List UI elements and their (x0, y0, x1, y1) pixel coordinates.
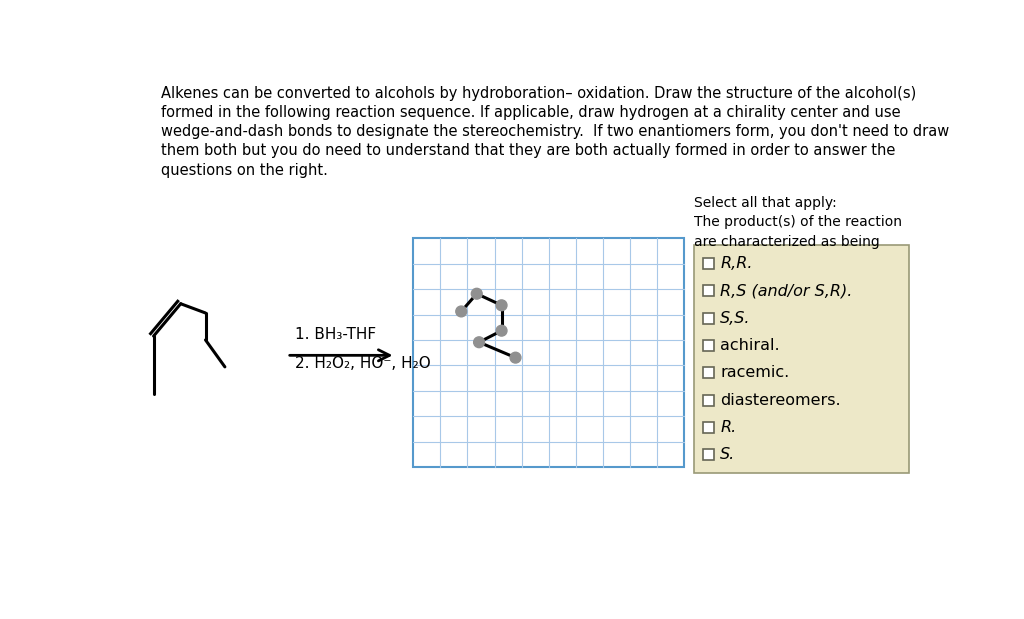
Text: 1. BH₃-THF: 1. BH₃-THF (295, 327, 376, 342)
Circle shape (456, 306, 467, 317)
Circle shape (496, 326, 507, 336)
Text: Select all that apply:
The product(s) of the reaction
are characterized as being: Select all that apply: The product(s) of… (693, 196, 902, 249)
Text: R,R.: R,R. (720, 256, 753, 271)
Text: R.: R. (720, 420, 736, 435)
Text: R,S (and/or S,R).: R,S (and/or S,R). (720, 284, 852, 298)
Circle shape (510, 352, 521, 363)
Bar (703, 368, 714, 378)
Circle shape (474, 337, 484, 348)
Circle shape (496, 300, 507, 311)
Bar (703, 313, 714, 324)
Circle shape (471, 288, 482, 299)
Text: racemic.: racemic. (720, 365, 790, 380)
Bar (703, 395, 714, 405)
Bar (414, 238, 684, 467)
Text: S.: S. (720, 448, 735, 462)
Text: diastereomers.: diastereomers. (720, 392, 841, 408)
Text: S,S.: S,S. (720, 311, 751, 326)
Bar (693, 245, 909, 473)
Bar (703, 422, 714, 433)
Bar (703, 340, 714, 351)
Bar (703, 285, 714, 297)
Bar (703, 258, 714, 269)
Text: achiral.: achiral. (720, 338, 779, 353)
Text: Alkenes can be converted to alcohols by hydroboration– oxidation. Draw the struc: Alkenes can be converted to alcohols by … (161, 86, 949, 178)
Bar (703, 449, 714, 461)
Text: 2. H₂O₂, HO⁻, H₂O: 2. H₂O₂, HO⁻, H₂O (295, 356, 430, 371)
